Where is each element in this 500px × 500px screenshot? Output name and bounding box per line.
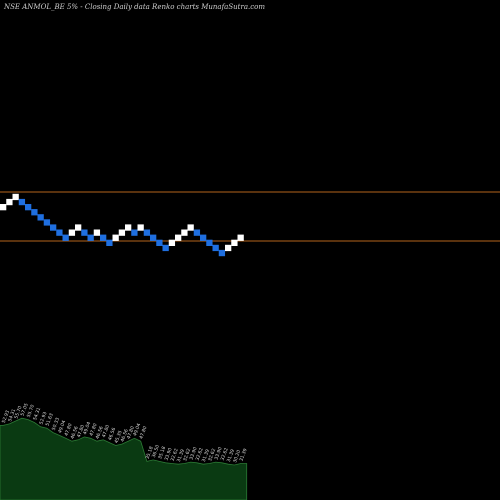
volume-label: 35.18 bbox=[145, 446, 155, 460]
reference-lines bbox=[0, 191, 500, 242]
volume-label: 51.63 bbox=[45, 412, 55, 426]
volume-label: 54.31 bbox=[32, 407, 42, 421]
volume-label: 31.39 bbox=[226, 448, 236, 462]
volume-label: 55.70 bbox=[26, 404, 36, 418]
volume-label: 32.62 bbox=[220, 447, 230, 461]
volume-label: 45.35 bbox=[113, 430, 123, 444]
volume-label: 55.70 bbox=[13, 405, 23, 419]
down-brick bbox=[212, 244, 219, 252]
volume-label: 46.56 bbox=[70, 425, 80, 439]
volume-label: 36.50 bbox=[151, 444, 161, 458]
down-brick bbox=[143, 229, 151, 236]
up-brick bbox=[112, 234, 119, 241]
volume-label: 46.56 bbox=[120, 428, 130, 442]
volume-label: 33.90 bbox=[163, 447, 173, 461]
volume-label: 30.20 bbox=[232, 449, 242, 463]
volume-label: 52.93 bbox=[38, 411, 48, 425]
volume-label: 35.18 bbox=[157, 446, 167, 460]
renko-bricks bbox=[0, 193, 244, 257]
up-brick bbox=[125, 224, 132, 231]
volume-label: 32.62 bbox=[207, 448, 217, 462]
down-brick bbox=[150, 234, 157, 241]
down-brick bbox=[43, 219, 51, 226]
down-brick bbox=[162, 244, 169, 252]
volume-area: 52.9354.3155.7057.0555.7054.3152.9351.63… bbox=[0, 402, 249, 500]
down-brick bbox=[106, 239, 113, 246]
volume-label: 49.04 bbox=[82, 421, 92, 435]
volume-label: 47.80 bbox=[138, 425, 148, 439]
chart-title: NSE ANMOL_BE 5% - Closing Daily data Ren… bbox=[4, 3, 265, 11]
up-brick bbox=[12, 193, 19, 201]
volume-area-shape bbox=[0, 417, 248, 500]
down-brick bbox=[193, 229, 201, 236]
volume-label: 54.31 bbox=[7, 408, 17, 422]
down-brick bbox=[87, 234, 94, 241]
volume-label: 46.56 bbox=[107, 427, 117, 441]
volume-label: 47.80 bbox=[76, 424, 86, 438]
down-brick bbox=[31, 209, 38, 216]
volume-label: 47.80 bbox=[88, 423, 98, 437]
volume-label: 32.62 bbox=[170, 448, 180, 462]
volume-label: 31.39 bbox=[238, 448, 248, 462]
volume-label: 49.04 bbox=[57, 420, 67, 434]
up-brick bbox=[187, 224, 194, 231]
volume-label: 32.62 bbox=[182, 448, 192, 462]
up-brick bbox=[181, 229, 188, 236]
down-brick bbox=[100, 234, 107, 241]
up-brick bbox=[75, 224, 82, 231]
up-brick bbox=[118, 229, 126, 236]
up-brick bbox=[168, 239, 176, 246]
volume-label: 33.90 bbox=[213, 446, 223, 460]
volume-label: 47.80 bbox=[101, 424, 111, 438]
down-brick bbox=[56, 229, 63, 236]
volume-label: 57.05 bbox=[20, 402, 30, 416]
down-brick bbox=[50, 224, 57, 231]
volume-label: 50.33 bbox=[51, 417, 61, 431]
down-brick bbox=[81, 229, 88, 236]
down-brick bbox=[18, 198, 26, 206]
up-brick bbox=[0, 204, 7, 211]
down-brick bbox=[62, 234, 69, 241]
volume-label: 52.93 bbox=[1, 410, 11, 424]
down-brick bbox=[156, 239, 163, 246]
up-brick bbox=[93, 229, 101, 236]
up-brick bbox=[175, 234, 182, 241]
down-brick bbox=[206, 239, 213, 246]
volume-label: 33.90 bbox=[188, 446, 198, 460]
down-brick bbox=[200, 234, 207, 241]
volume-label: 46.56 bbox=[95, 425, 105, 439]
down-brick bbox=[37, 214, 44, 221]
volume-label: 47.80 bbox=[126, 425, 136, 439]
down-brick bbox=[25, 204, 32, 211]
volume-label: 47.80 bbox=[63, 423, 73, 437]
volume-label: 32.62 bbox=[195, 447, 205, 461]
up-brick bbox=[68, 229, 76, 236]
up-brick bbox=[6, 198, 13, 206]
down-brick bbox=[131, 229, 138, 236]
down-brick bbox=[218, 249, 226, 257]
volume-label: 49.04 bbox=[132, 423, 142, 437]
up-brick bbox=[231, 239, 238, 246]
up-brick bbox=[137, 224, 144, 231]
up-brick bbox=[225, 244, 232, 252]
volume-label: 31.39 bbox=[201, 448, 211, 462]
up-brick bbox=[237, 234, 244, 241]
volume-label: 31.39 bbox=[176, 448, 186, 462]
